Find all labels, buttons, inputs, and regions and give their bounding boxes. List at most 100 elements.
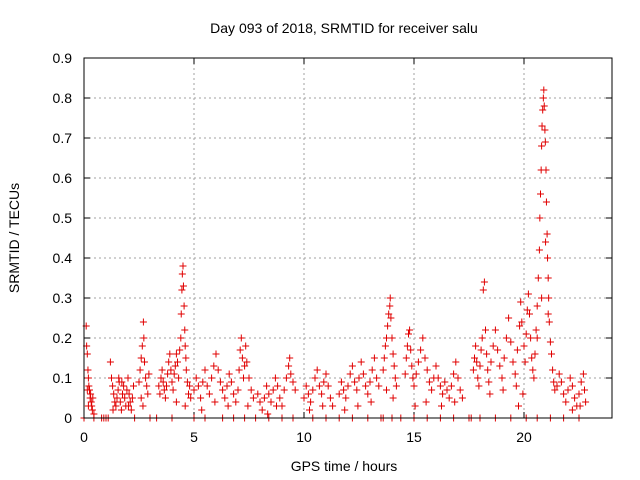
data-point	[124, 402, 132, 410]
data-point	[199, 378, 207, 386]
data-point	[110, 390, 118, 398]
data-point	[366, 378, 374, 386]
data-point	[383, 386, 390, 394]
data-point	[264, 410, 272, 418]
data-point	[159, 378, 167, 386]
data-point	[337, 378, 345, 386]
data-point	[212, 350, 220, 358]
data-point	[235, 366, 243, 374]
data-point	[517, 298, 525, 306]
data-point	[320, 378, 328, 386]
data-point	[113, 394, 121, 402]
data-point	[524, 290, 532, 298]
data-point	[225, 370, 233, 378]
data-point	[477, 346, 485, 354]
data-point	[84, 374, 92, 382]
data-point	[579, 370, 587, 378]
data-point	[531, 350, 539, 358]
data-point	[175, 374, 183, 382]
data-point	[181, 326, 189, 334]
data-point	[515, 402, 522, 410]
data-point	[302, 382, 310, 390]
data-point	[342, 394, 350, 402]
data-point	[542, 198, 550, 206]
data-point	[124, 374, 132, 382]
data-point	[87, 390, 95, 398]
y-tick-label: 0	[64, 410, 72, 426]
data-point	[172, 350, 180, 358]
data-point	[519, 390, 527, 398]
chart-title: Day 093 of 2018, SRMTID for receiver sal…	[210, 20, 478, 36]
data-point	[575, 390, 583, 398]
data-point	[475, 382, 483, 390]
y-tick-label: 0.7	[53, 130, 73, 146]
data-point	[186, 382, 194, 390]
data-point	[538, 122, 546, 130]
data-point	[135, 378, 143, 386]
data-point	[165, 358, 173, 366]
data-point	[205, 390, 213, 398]
data-point	[425, 378, 433, 386]
data-point	[529, 366, 537, 374]
data-point	[581, 386, 588, 394]
x-tick-label: 5	[190, 429, 198, 445]
data-point	[542, 166, 550, 174]
data-point	[409, 374, 417, 382]
data-point	[469, 366, 477, 374]
data-point	[546, 338, 554, 346]
data-point	[187, 394, 195, 402]
data-point	[114, 386, 122, 394]
data-point	[476, 362, 484, 370]
data-point	[183, 378, 191, 386]
data-point	[245, 374, 253, 382]
data-point	[533, 302, 541, 310]
data-point	[157, 374, 165, 382]
data-point	[280, 386, 288, 394]
data-point	[487, 358, 495, 366]
data-point	[379, 366, 387, 374]
data-point	[182, 366, 190, 374]
data-point	[194, 382, 202, 390]
data-point	[121, 394, 129, 402]
data-point	[388, 334, 396, 342]
data-point	[537, 190, 544, 198]
data-point	[542, 238, 550, 246]
data-point	[340, 386, 348, 394]
data-point	[84, 402, 92, 410]
data-point	[528, 354, 536, 362]
data-point	[545, 318, 553, 326]
data-point	[117, 406, 125, 414]
data-point	[362, 382, 370, 390]
data-point	[88, 406, 96, 414]
data-point	[392, 382, 400, 390]
data-point	[182, 354, 190, 362]
data-point	[322, 370, 330, 378]
data-point	[489, 342, 497, 350]
data-point	[417, 346, 425, 354]
data-point	[367, 398, 375, 406]
x-tick-labels: 0 5 10 15 20	[80, 429, 532, 445]
data-point	[564, 386, 572, 394]
data-point	[214, 366, 222, 374]
data-point	[551, 386, 559, 394]
data-point	[169, 386, 177, 394]
data-point	[172, 398, 180, 406]
data-point	[391, 374, 399, 382]
data-point	[119, 390, 126, 398]
data-point	[373, 374, 381, 382]
data-point	[355, 374, 363, 382]
data-point	[319, 402, 327, 410]
data-point	[538, 294, 546, 302]
y-tick-label: 0.6	[53, 170, 73, 186]
data-point	[386, 294, 394, 302]
data-point	[526, 310, 533, 318]
data-point	[516, 322, 524, 330]
data-point	[544, 310, 552, 318]
y-tick-label: 0.5	[53, 210, 73, 226]
data-point	[359, 370, 367, 378]
y-tick-labels: 0 0.1 0.2 0.3 0.4 0.5 0.6 0.7 0.8 0.9	[53, 50, 73, 426]
data-point	[130, 382, 137, 390]
data-point	[160, 386, 168, 394]
x-tick-label: 10	[296, 429, 312, 445]
data-point	[520, 342, 528, 350]
